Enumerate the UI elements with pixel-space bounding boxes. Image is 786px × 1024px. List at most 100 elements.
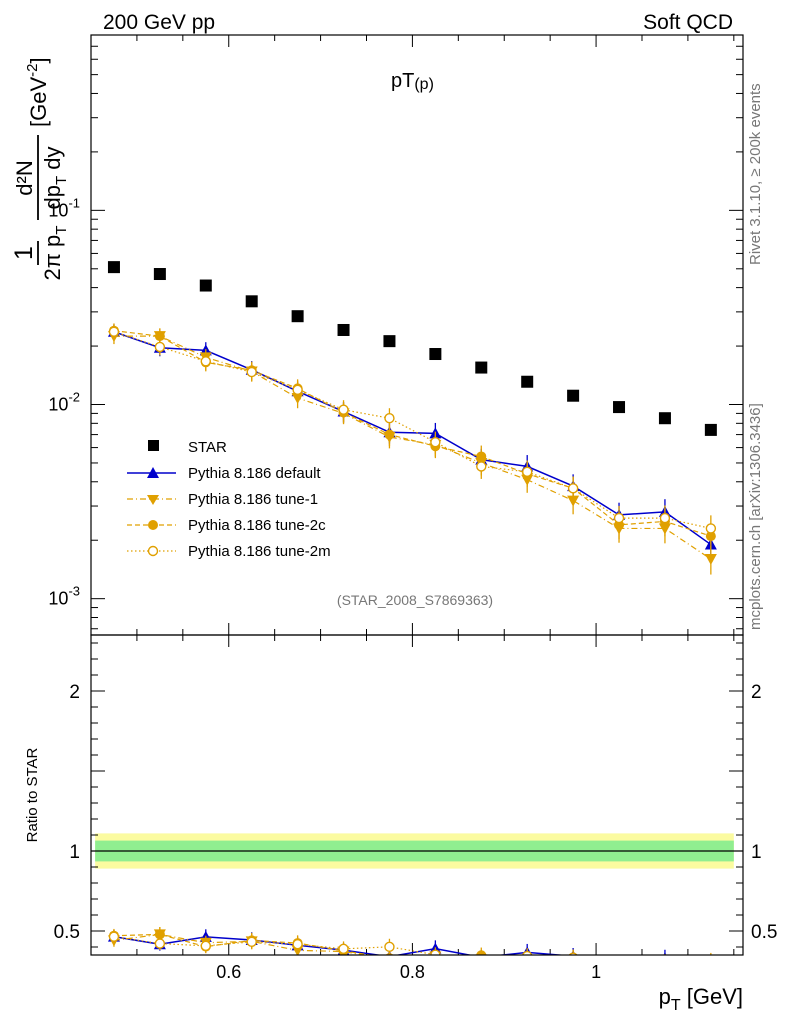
- data-point-4: [292, 384, 303, 396]
- data-point-star: [613, 401, 626, 414]
- data-point-star: [475, 361, 488, 374]
- ratio-point-1: [613, 960, 625, 971]
- ratio-point-2: [475, 954, 488, 955]
- ratio-point-1: [663, 952, 667, 955]
- ratio-point-4: [706, 957, 715, 966]
- ratio-point-2: [705, 971, 717, 982]
- data-point-star: [658, 412, 671, 425]
- y-tick-label: 10-1: [48, 195, 80, 220]
- legend: STAR Pythia 8.186 default Pythia 8.186 t…: [127, 439, 331, 560]
- ratio-y-tick-label: 1: [69, 842, 80, 863]
- data-point-star: [429, 348, 442, 361]
- ratio-point-2: [521, 956, 533, 967]
- data-point-star: [521, 375, 534, 388]
- data-point-4: [200, 356, 211, 367]
- y-tick-label: 10-2: [48, 390, 80, 415]
- y-axis-label: 1 2π pT d²N dpT dy [GeV-2]: [10, 57, 70, 280]
- data-point-star: [291, 310, 304, 323]
- legend-marker-star: [148, 440, 159, 451]
- svg-text:2π pT: 2π pT: [40, 226, 70, 281]
- ratio-point-4: [338, 943, 349, 955]
- data-point-4: [659, 512, 671, 524]
- svg-text:d²N: d²N: [12, 160, 37, 195]
- data-point-3: [384, 429, 395, 440]
- legend-label-tune2c: Pythia 8.186 tune-2c: [188, 517, 326, 534]
- ratio-y-axis-label: Ratio to STAR: [24, 747, 41, 842]
- ratio-point-4: [615, 964, 624, 973]
- legend-label-default: Pythia 8.186 default: [188, 465, 321, 482]
- legend-marker-default: [147, 467, 159, 478]
- ratio-point-1: [705, 964, 717, 975]
- legend-label-tune2m: Pythia 8.186 tune-2m: [188, 543, 331, 560]
- ratio-point-3: [614, 966, 624, 976]
- data-point-4: [705, 523, 717, 534]
- data-point-4: [613, 512, 625, 524]
- series-line-1: [113, 331, 712, 546]
- ratio-line-2: [113, 933, 367, 955]
- data-point-star: [107, 261, 120, 274]
- ratio-line-1: [113, 935, 568, 955]
- y-tick-label: 10-3: [48, 584, 80, 609]
- header-right-label: Soft QCD: [643, 11, 733, 34]
- legend-marker-tune1: [147, 495, 159, 505]
- ratio-point-4: [522, 950, 533, 955]
- data-point-star: [704, 423, 717, 436]
- x-tick-label: 0.6: [216, 962, 241, 982]
- data-point-4: [567, 483, 579, 494]
- legend-marker-tune2m: [147, 545, 159, 557]
- ratio-y-tick-label: 2: [69, 682, 80, 703]
- rivet-version-label: Rivet 3.1.10, ≥ 200k events: [747, 83, 764, 265]
- ratio-point-4: [477, 957, 486, 966]
- legend-label-tune1: Pythia 8.186 tune-1: [188, 491, 318, 508]
- header-left-label: 200 GeV pp: [103, 11, 215, 34]
- data-point-star: [337, 323, 350, 336]
- ratio-point-4: [660, 958, 669, 967]
- ratio-point-4: [108, 931, 120, 942]
- x-axis-label: pT [GeV]: [659, 984, 743, 1014]
- data-point-4: [521, 466, 533, 478]
- legend-marker-tune2c: [148, 520, 158, 530]
- data-point-4: [384, 413, 395, 424]
- series-line-4: [113, 331, 711, 530]
- mcplots-source-label: mcplots.cern.ch [arXiv:1306.3436]: [747, 403, 764, 630]
- ratio-point-4: [200, 940, 211, 952]
- legend-label-star: STAR: [188, 439, 227, 456]
- data-point-star: [567, 389, 580, 402]
- ratio-point-2: [659, 963, 671, 974]
- chart-title: pT(p): [391, 70, 434, 93]
- data-point-3: [154, 331, 165, 342]
- svg-text:dpT dy: dpT dy: [40, 146, 70, 209]
- data-point-4: [154, 341, 166, 353]
- data-point-star: [153, 268, 166, 281]
- ratio-point-2: [613, 968, 625, 979]
- x-tick-label: 0.8: [400, 962, 425, 982]
- data-point-star: [383, 335, 396, 348]
- ratio-point-2: [567, 960, 579, 971]
- ratio-y-tick-label-right: 0.5: [751, 922, 777, 943]
- analysis-label: (STAR_2008_S7869363): [337, 592, 493, 608]
- ratio-point-3: [706, 961, 716, 971]
- ratio-point-4: [292, 938, 303, 950]
- data-point-4: [430, 436, 441, 448]
- ratio-y-tick-label-right: 1: [751, 842, 762, 863]
- ratio-y-tick-label-right: 2: [751, 682, 762, 703]
- ratio-point-2: [383, 954, 396, 955]
- data-point-4: [108, 326, 120, 337]
- data-point-star: [245, 295, 258, 308]
- ratio-line-4: [113, 936, 442, 955]
- data-point-star: [199, 279, 212, 292]
- svg-text:1: 1: [10, 246, 38, 260]
- ratio-point-3: [154, 929, 165, 940]
- ratio-point-4: [246, 936, 257, 948]
- series-line-2: [113, 335, 712, 560]
- ratio-point-3: [476, 950, 487, 955]
- ratio-y-tick-label: 0.5: [54, 922, 80, 943]
- data-point-4: [338, 404, 349, 415]
- ratio-point-4: [154, 938, 166, 949]
- data-point-4: [476, 461, 487, 472]
- ratio-panel-frame: [90, 634, 744, 956]
- data-point-2: [704, 554, 717, 566]
- x-tick-label: 1: [591, 962, 601, 982]
- svg-text:[GeV-2]: [GeV-2]: [24, 57, 51, 127]
